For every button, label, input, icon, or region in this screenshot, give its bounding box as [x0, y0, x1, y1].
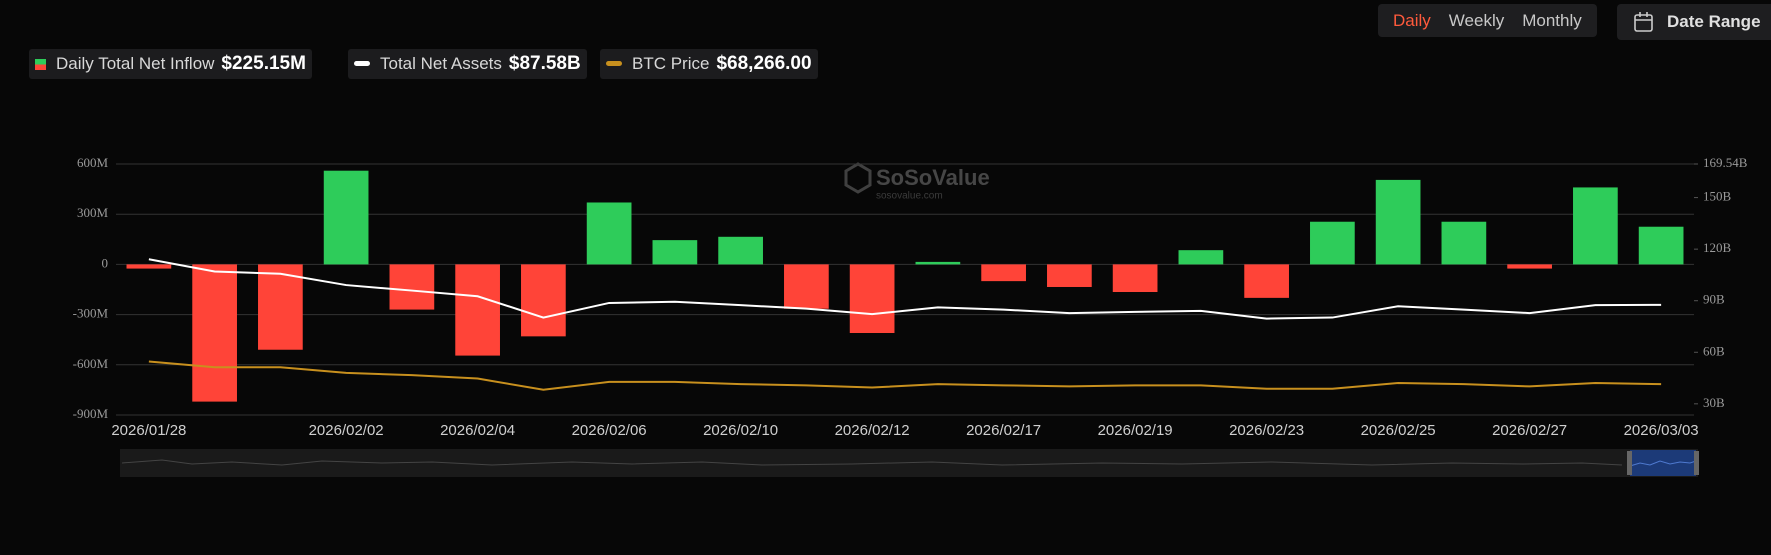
bar: [1573, 187, 1618, 265]
y2-tick-label: 60B: [1703, 343, 1725, 358]
bar: [455, 264, 500, 356]
x-tick-label: 2026/02/04: [440, 422, 515, 439]
x-tick-label: 2026/02/10: [703, 422, 778, 439]
bar: [1638, 226, 1684, 265]
y-tick-label: 0: [102, 255, 109, 270]
bar: [784, 264, 829, 309]
bar: [126, 264, 172, 269]
y-tick-label: -600M: [73, 356, 109, 371]
x-tick-label: 2026/02/02: [309, 422, 384, 439]
bar: [1441, 221, 1487, 265]
legend-label: BTC Price: [632, 54, 710, 73]
y-tick-label: 600M: [77, 155, 109, 170]
x-tick-label: 2026/02/12: [835, 422, 910, 439]
watermark-url: sosovalue.com: [876, 191, 943, 202]
x-tick-label: 2026/02/19: [1098, 422, 1173, 439]
bar: [849, 264, 895, 334]
y-tick-label: 300M: [77, 205, 109, 220]
y2-tick-label: 150B: [1703, 189, 1732, 204]
legend-swatch: [354, 61, 370, 66]
bar: [1244, 264, 1289, 298]
y2-tick-label: 30B: [1703, 395, 1725, 410]
x-tick-label: 2026/02/27: [1492, 422, 1567, 439]
period-button[interactable]: Monthly: [1522, 10, 1582, 30]
legend-label: Total Net Assets: [380, 54, 502, 73]
x-tick-label: 2026/02/23: [1229, 422, 1304, 439]
bar: [586, 202, 632, 265]
y2-tick-label: 90B: [1703, 292, 1725, 307]
legend-swatch: [35, 58, 46, 70]
legend-item[interactable]: BTC Price $68,266.00: [600, 49, 818, 79]
bar: [652, 240, 698, 265]
bar: [1112, 264, 1158, 293]
line: [148, 360, 1662, 391]
x-tick-label: 2026/03/03: [1624, 422, 1699, 439]
bar: [389, 264, 435, 310]
x-tick-label: 2026/01/28: [111, 422, 186, 439]
bar: [1047, 264, 1092, 287]
legend-label: Daily Total Net Inflow: [56, 54, 215, 73]
bar: [981, 264, 1026, 282]
bar: [521, 264, 566, 337]
y2-tick-label: 169.54B: [1703, 155, 1748, 170]
legend-swatch: [606, 61, 622, 66]
period-button[interactable]: Weekly: [1448, 10, 1505, 30]
legend-value: $87.58B: [508, 53, 581, 74]
legend-item[interactable]: Daily Total Net Inflow $225.15M: [29, 49, 312, 79]
period-toggle: Daily Weekly Monthly: [1378, 4, 1597, 37]
legend-item[interactable]: Total Net Assets $87.58B: [348, 49, 587, 79]
bar: [915, 261, 961, 265]
legend-value: $68,266.00: [716, 53, 812, 74]
date-range-label: Date Range: [1667, 12, 1761, 31]
x-tick-label: 2026/02/25: [1361, 422, 1436, 439]
y2-tick-label: 120B: [1703, 240, 1732, 255]
x-tick-label: 2026/02/06: [572, 422, 647, 439]
bar: [323, 170, 369, 265]
line: [148, 258, 1662, 320]
watermark-brand: SoSoValue: [876, 165, 990, 190]
calendar-icon: [1634, 12, 1653, 32]
bar: [1178, 250, 1224, 265]
date-range-button[interactable]: Date Range: [1617, 4, 1771, 40]
bar: [1310, 221, 1355, 265]
bar: [258, 264, 303, 350]
y-tick-label: -900M: [73, 406, 109, 421]
legend-value: $225.15M: [221, 53, 306, 74]
x-tick-label: 2026/02/17: [966, 422, 1041, 439]
bar: [718, 236, 763, 265]
bar: [1375, 179, 1421, 265]
navigator: [120, 449, 1699, 477]
period-button[interactable]: Daily: [1393, 10, 1431, 30]
watermark: SoSoValue sosovalue.com: [844, 162, 990, 202]
bar: [192, 264, 237, 402]
bar: [1507, 264, 1552, 269]
y-tick-label: -300M: [73, 306, 109, 321]
